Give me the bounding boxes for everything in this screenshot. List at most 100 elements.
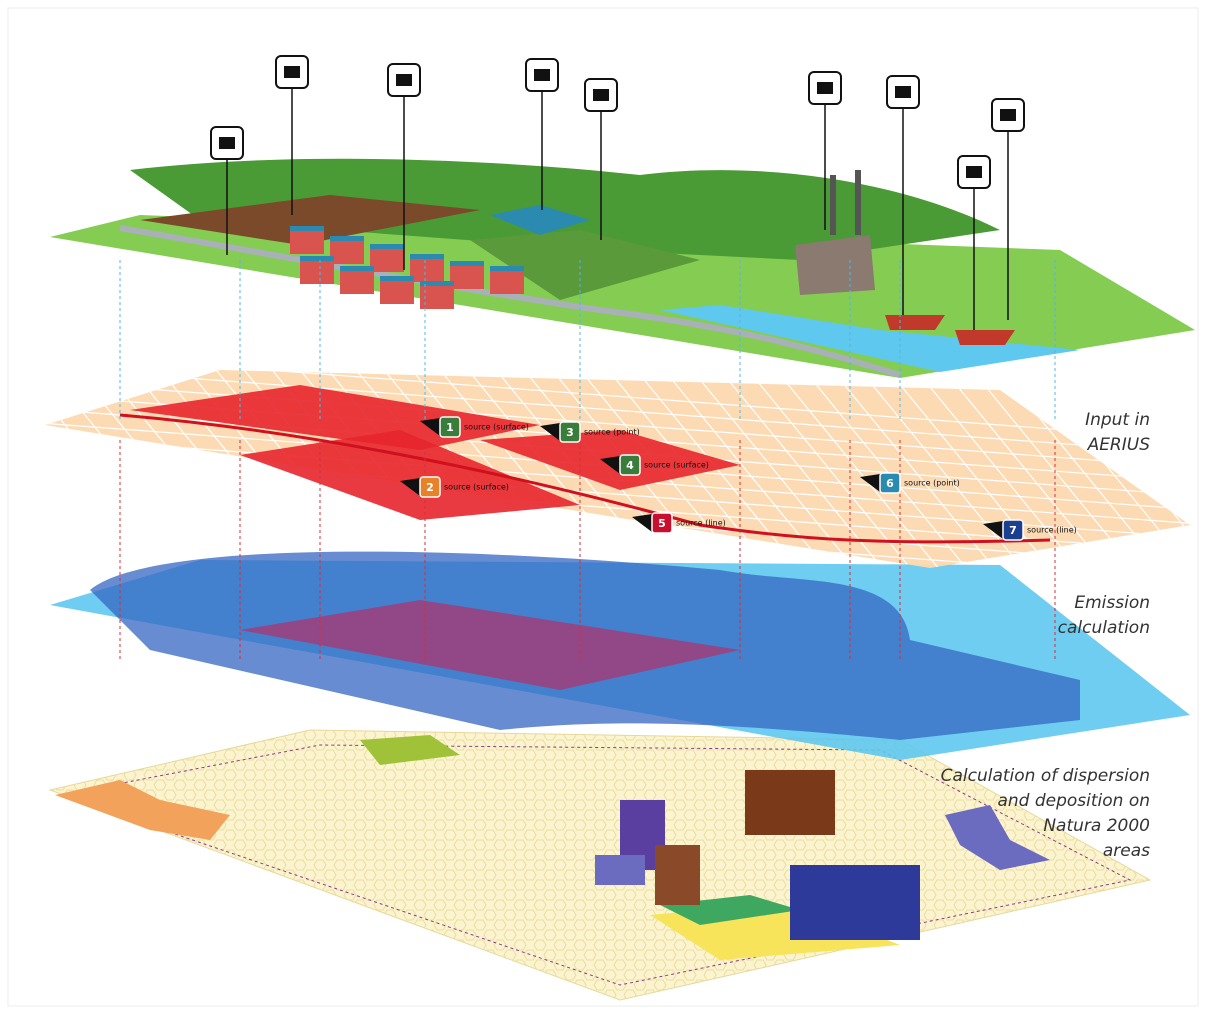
hex [173,779,187,791]
hex [973,899,987,911]
hex [533,839,547,851]
hex [1063,849,1077,861]
plume-core [240,600,740,690]
hex [463,730,477,741]
hex [913,759,927,771]
hex [943,789,957,801]
hex [623,749,637,761]
hex [1013,819,1027,831]
hex [533,939,547,951]
hex [553,859,567,871]
hex [623,969,637,981]
hex [613,979,627,991]
hex [533,879,547,891]
hex [323,749,337,761]
hex [1003,809,1017,821]
hex [323,869,337,881]
hex [613,759,627,771]
hex [573,879,587,891]
hex [303,869,317,881]
hex [233,799,247,811]
hex [403,889,417,901]
hex [503,929,517,941]
hex [343,789,357,801]
hex [613,739,627,751]
hex [343,829,357,841]
hex [273,799,287,811]
hex [1023,869,1037,881]
chimney [830,175,836,235]
marker-number: 2 [426,481,434,494]
hex [783,749,797,761]
hex [343,730,357,741]
hex [683,809,697,821]
hex [283,849,297,861]
hex [653,779,667,791]
hex [563,849,577,861]
hex [963,909,977,921]
hex [663,829,677,841]
hex [393,779,407,791]
hex [483,749,497,761]
hex [283,809,297,821]
forest [130,158,1000,260]
hex [443,789,457,801]
hex [513,819,527,831]
hex [593,939,607,951]
hex [483,809,497,821]
hex [293,839,307,851]
hex [923,889,937,901]
icon-glyph [284,66,300,78]
hex [493,839,507,851]
hex [243,749,257,761]
hex [453,879,467,891]
hex [333,879,347,891]
hex [783,849,797,861]
hex [343,849,357,861]
hex [473,819,487,831]
hex [683,829,697,841]
hex [463,829,477,841]
hex [303,829,317,841]
hex [353,759,367,771]
hex [263,809,277,821]
hex [243,789,257,801]
hex [693,959,707,971]
hex [833,819,847,831]
hex [573,959,587,971]
roof [370,244,404,249]
hex [393,799,407,811]
hex [1083,869,1097,881]
hex [363,769,377,781]
hex [363,809,377,821]
hex [573,839,587,851]
icon-glyph [966,166,982,178]
hex [763,889,777,901]
hex [443,769,457,781]
hex [553,919,567,931]
hex [593,779,607,791]
hex [463,849,477,861]
hex [993,899,1007,911]
hex [593,959,607,971]
hex [333,779,347,791]
hex [723,849,737,861]
hex [233,759,247,771]
hex [433,899,447,911]
hex [423,889,437,901]
hex [1073,859,1087,871]
hex [203,789,217,801]
hex [333,799,347,811]
hex [283,730,297,741]
hex [723,789,737,801]
hex [223,769,237,781]
hex [563,869,577,881]
hex [453,779,467,791]
hex [533,899,547,911]
hex [513,899,527,911]
hex [603,909,617,921]
hex [633,899,647,911]
hex [553,799,567,811]
hex [243,849,257,861]
hex [493,759,507,771]
